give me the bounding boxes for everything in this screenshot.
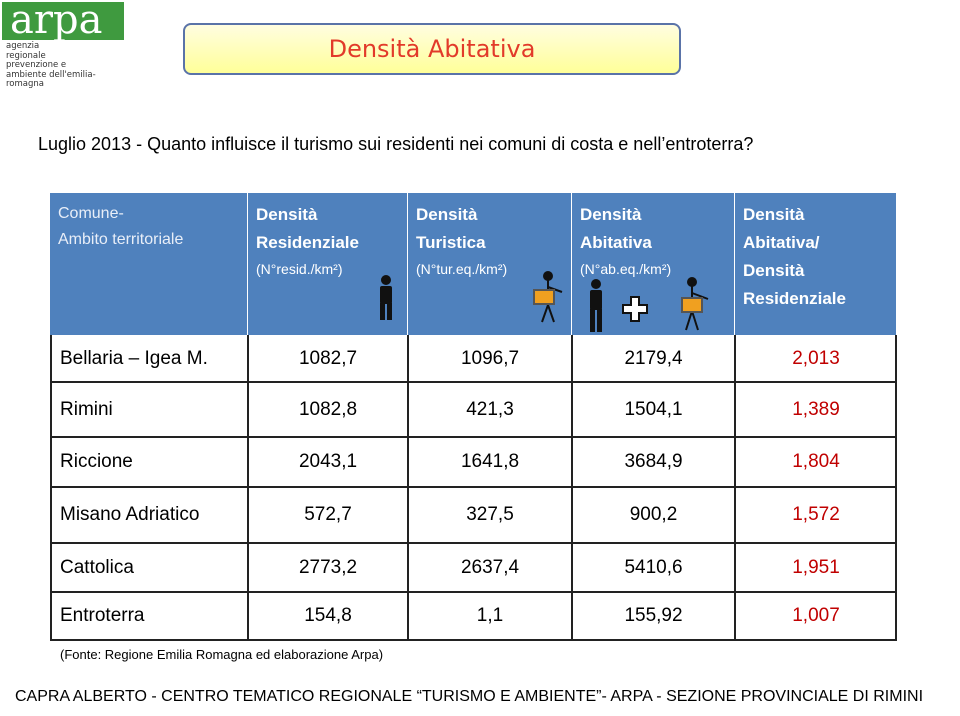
col-line (895, 335, 897, 641)
row-label: Rimini (60, 398, 113, 420)
row-label: Cattolica (60, 556, 134, 578)
logo-line: prevenzione e (6, 60, 67, 70)
source-note: (Fonte: Regione Emilia Romagna ed elabor… (60, 647, 384, 662)
cell-value: 1082,7 (298, 347, 358, 369)
row-line (50, 542, 897, 544)
logo-line: regionale (6, 50, 46, 61)
cell-value: 1,951 (792, 556, 840, 578)
cell-value: 2,013 (792, 347, 840, 369)
cell-value: 1096,7 (460, 347, 520, 369)
header-line: Densità (580, 205, 642, 224)
col-line (734, 335, 736, 641)
cell-value: 1,804 (792, 451, 840, 472)
cell-value: 5410,6 (624, 556, 683, 578)
header-line: Residenziale (256, 233, 359, 252)
cell-value: 2637,4 (460, 556, 520, 578)
row-line (50, 591, 897, 593)
table: Comune- Ambito territoriale Densità Residen… (50, 193, 897, 641)
header-line: Densità (256, 205, 318, 224)
header-line: Abitativa (580, 233, 652, 252)
cell-value: 900,2 (629, 504, 678, 525)
cell-value: 1641,8 (460, 451, 520, 472)
row-label: Riccione (60, 451, 133, 472)
header-cell: Densità Abitativa (N°ab.eq./km²) (572, 193, 735, 335)
subtitle: Luglio 2013 - Quanto influisce il turism… (38, 134, 754, 154)
header-unit: (N°tur.eq./km²) (416, 261, 508, 277)
header-cell: Densità Abitativa/Densità Residenziale (735, 193, 897, 335)
header-cell: Densità Residenziale (N°resid./km²) (248, 193, 408, 335)
col-line (407, 335, 409, 641)
header-line: Comune- (58, 205, 124, 222)
col-line (247, 335, 249, 641)
logo: arpa agenzia regionale prevenzione e ambien… (0, 0, 126, 89)
cell-value: 1,007 (792, 605, 840, 626)
cell-value: 155,92 (624, 605, 683, 626)
row-line (50, 381, 897, 383)
row-line (50, 639, 897, 641)
cell-value: 327,5 (466, 504, 514, 525)
header-cell: Densità Turistica (N°tur.eq./km²) (408, 193, 572, 335)
logo-name: arpa (2, 0, 124, 40)
header-cell: Comune- Ambito territoriale (50, 193, 248, 335)
header-unit: (N°resid./km²) (256, 261, 343, 277)
cell-value: 2043,1 (298, 451, 358, 472)
logo-text: agenzia regionale prevenzione e ambiente de… (6, 41, 126, 90)
cell-value: 154,8 (304, 605, 352, 626)
footer: CAPRA ALBERTO - CENTRO TEMATICO REGIONAL… (15, 688, 924, 705)
cell-value: 2179,4 (624, 347, 683, 369)
header-line: Turistica (416, 233, 486, 252)
header-line: Abitativa/ (743, 233, 820, 252)
cell-value: 2773,2 (298, 556, 358, 578)
row-label: Misano Adriatico (60, 504, 200, 525)
row-line (50, 436, 897, 438)
header-line: Densità (416, 205, 478, 224)
cell-value: 421,3 (466, 398, 514, 420)
header-line: Densità (743, 205, 805, 224)
cell-value: 1082,8 (298, 398, 358, 420)
col-line (571, 335, 573, 641)
logo-line: agenzia (6, 41, 40, 51)
row-line (50, 486, 897, 488)
cell-value: 3684,9 (624, 451, 683, 472)
header-line: Densità (743, 261, 805, 280)
cell-value: 1504,1 (624, 398, 683, 420)
cell-value: 1,572 (792, 504, 840, 525)
header-line: Residenziale (743, 289, 846, 308)
cell-value: 1,389 (792, 398, 840, 420)
header-line: Ambito territoriale (58, 231, 184, 248)
row-label: Bellaria – Igea M. (60, 347, 208, 369)
col-line (50, 335, 52, 641)
row-label: Entroterra (60, 605, 145, 626)
cell-value: 1,1 (476, 605, 504, 626)
title: Densità Abitativa (183, 23, 681, 75)
logo-line: ambiente dell'emilia-romagna (6, 69, 96, 89)
cell-value: 572,7 (304, 504, 352, 525)
header-unit: (N°ab.eq./km²) (580, 261, 672, 277)
